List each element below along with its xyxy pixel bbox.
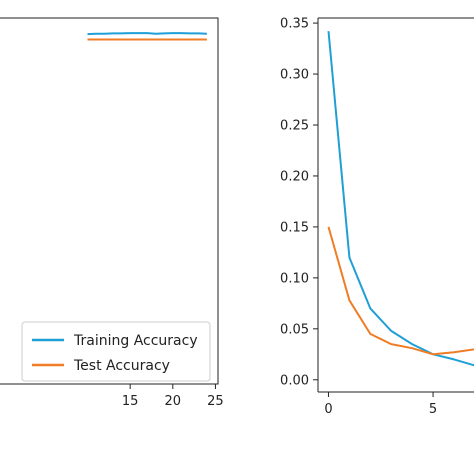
series-line-blue xyxy=(327,31,474,367)
y-tick-label: 0.25 xyxy=(280,119,309,134)
chart-loss-yticks: 0.00 0.05 0.10 0.15 0.20 0.25 0.30 0.35 xyxy=(280,17,318,388)
x-tick-label: 0 xyxy=(324,402,332,417)
x-tick-label: 25 xyxy=(207,394,224,409)
chart-loss-plot xyxy=(327,31,474,367)
legend-label-training: Training Accuracy xyxy=(73,333,198,349)
x-tick-label: 5 xyxy=(429,402,437,417)
y-tick-label: 0.35 xyxy=(280,17,309,32)
y-tick-label: 0.00 xyxy=(280,373,309,388)
y-tick-label: 0.05 xyxy=(280,322,309,337)
y-tick-label: 0.15 xyxy=(280,220,309,235)
series-line-orange xyxy=(327,226,474,356)
legend-label-test: Test Accuracy xyxy=(73,358,170,374)
x-tick-label: 20 xyxy=(165,394,182,409)
series-line-training xyxy=(87,32,207,36)
y-tick-label: 0.20 xyxy=(280,169,309,184)
y-tick-label: 0.10 xyxy=(280,271,309,286)
x-tick-label: 15 xyxy=(122,394,139,409)
y-tick-label: 0.30 xyxy=(280,68,309,83)
chart-accuracy-frame xyxy=(0,17,219,385)
legend: Training Accuracy Test Accuracy xyxy=(21,321,211,382)
chart-accuracy: 15 20 25 Training Accuracy Test Accuracy xyxy=(0,17,224,409)
chart-accuracy-xticks: 15 20 25 xyxy=(122,384,224,409)
chart-accuracy-plot xyxy=(87,32,207,41)
legend-box xyxy=(21,321,211,382)
